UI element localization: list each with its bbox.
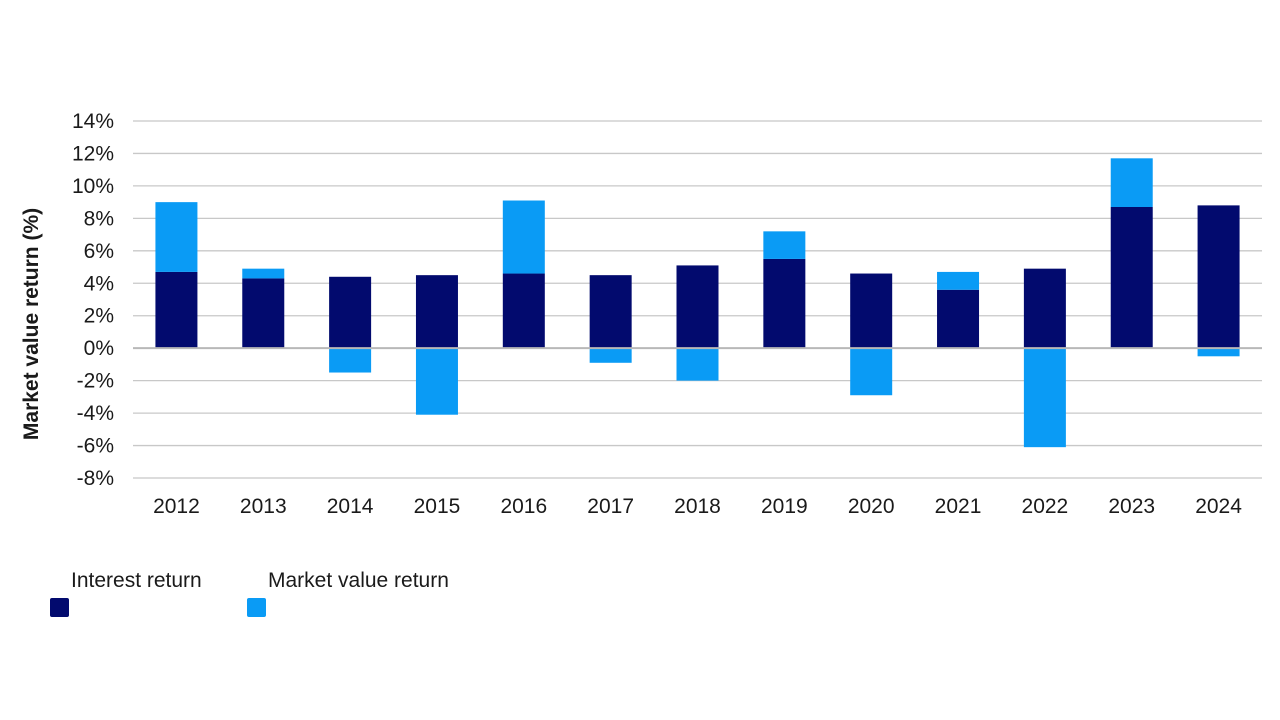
bar-market-2023 (1110, 158, 1153, 208)
legend: Interest return Market value return (50, 569, 449, 617)
x-tick-label: 2014 (327, 495, 374, 518)
bar-market-2014 (329, 348, 372, 373)
bar-interest-2019 (763, 258, 806, 349)
bar-interest-2023 (1110, 207, 1153, 349)
x-tick-label: 2023 (1108, 495, 1155, 518)
x-tick-label: 2021 (935, 495, 982, 518)
y-tick-label: -6% (77, 435, 114, 458)
y-tick-label: 14% (72, 110, 114, 133)
x-tick-labels: 2012 2013 2014 2015 2016 2017 2018 2019 2020 2021… (153, 495, 1242, 518)
bar-interest-2015 (415, 275, 458, 349)
bar-interest-2024 (1197, 205, 1240, 349)
x-tick-label: 2022 (1022, 495, 1069, 518)
x-tick-label: 2016 (500, 495, 547, 518)
x-tick-label: 2018 (674, 495, 721, 518)
y-tick-label: 6% (84, 240, 114, 263)
y-tick-label: 0% (84, 337, 114, 360)
bar-interest-2012 (155, 271, 198, 349)
bar-interest-2021 (937, 289, 980, 349)
legend-label: Interest return (71, 569, 202, 592)
y-tick-labels: 14% 12% 10% 8% 6% 4% 2% 0% -2% -4% -6% -8% (72, 110, 114, 490)
bar-market-2022 (1023, 348, 1066, 448)
x-tick-label: 2012 (153, 495, 200, 518)
bar-interest-2013 (242, 278, 285, 349)
x-tick-label: 2013 (240, 495, 287, 518)
bar-market-2015 (415, 348, 458, 415)
bar-market-2024 (1197, 348, 1240, 357)
bar-interest-2018 (676, 265, 719, 349)
legend-swatch (50, 598, 69, 617)
x-tick-label: 2024 (1195, 495, 1242, 518)
y-axis-title: Market value return (%) (20, 208, 43, 440)
bar-interest-2016 (502, 273, 545, 349)
bar-interest-2014 (329, 276, 372, 349)
legend-label: Market value return (268, 569, 449, 592)
x-tick-label: 2019 (761, 495, 808, 518)
bar-market-2017 (589, 348, 632, 363)
y-tick-label: -8% (77, 467, 114, 490)
legend-swatch (247, 598, 266, 617)
x-tick-label: 2020 (848, 495, 895, 518)
y-tick-label: 4% (84, 272, 114, 295)
bar-market-2016 (502, 200, 545, 274)
y-tick-label: 10% (72, 175, 114, 198)
bar-interest-2017 (589, 275, 632, 349)
x-tick-label: 2015 (414, 495, 461, 518)
y-tick-label: -4% (77, 402, 114, 425)
bars (155, 158, 1240, 448)
y-tick-label: 12% (72, 142, 114, 165)
bar-market-2021 (937, 271, 980, 290)
bar-interest-2020 (850, 273, 893, 349)
y-tick-label: 8% (84, 207, 114, 230)
bar-interest-2022 (1023, 268, 1066, 349)
y-tick-label: -2% (77, 370, 114, 393)
x-tick-label: 2017 (587, 495, 634, 518)
y-tick-label: 2% (84, 305, 114, 328)
bar-market-2012 (155, 202, 198, 272)
bar-market-2018 (676, 348, 719, 381)
bar-market-2020 (850, 348, 893, 396)
bar-market-2019 (763, 231, 806, 259)
bar-market-2013 (242, 268, 285, 279)
